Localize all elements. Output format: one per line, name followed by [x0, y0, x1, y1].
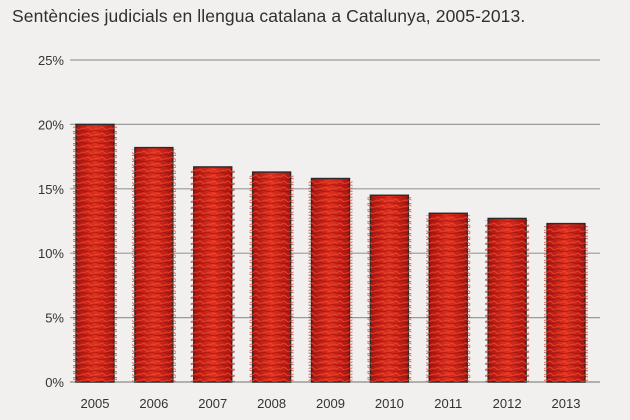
bars — [73, 123, 588, 383]
chart-title: Sentències judicials en llengua catalana… — [12, 6, 526, 26]
bar-texture — [131, 149, 176, 382]
bar-texture — [544, 225, 588, 382]
bar-texture — [73, 126, 117, 383]
y-tick-label: 20% — [38, 117, 64, 132]
bar-2010 — [367, 194, 412, 383]
x-tick-label: 2009 — [316, 396, 345, 411]
bar-2008 — [249, 171, 294, 383]
bar-2011 — [426, 212, 471, 383]
bar-2007 — [190, 166, 235, 383]
y-axis-ticks: 0% 5% 10% 15% 20% 25% — [38, 53, 64, 390]
y-tick-label: 15% — [38, 182, 64, 197]
bar-2005 — [73, 123, 117, 383]
x-tick-label: 2012 — [493, 396, 522, 411]
y-tick-label: 5% — [45, 311, 64, 326]
bar-2012 — [485, 217, 530, 383]
x-tick-label: 2010 — [375, 396, 404, 411]
y-tick-label: 25% — [38, 53, 64, 68]
bar-texture — [249, 174, 294, 382]
x-tick-label: 2006 — [139, 396, 168, 411]
bar-2013 — [544, 222, 588, 383]
bar-texture — [426, 215, 471, 382]
y-tick-label: 10% — [38, 246, 64, 261]
y-tick-label: 0% — [45, 375, 64, 390]
x-tick-label: 2011 — [434, 396, 462, 411]
bar-texture — [190, 168, 235, 382]
x-tick-label: 2007 — [198, 396, 227, 411]
bar-texture — [367, 197, 412, 382]
bar-texture — [485, 220, 530, 382]
x-tick-label: 2005 — [81, 396, 110, 411]
x-axis-ticks: 2005 2006 2007 2008 2009 2010 2011 2012 2013 — [81, 396, 581, 411]
bar-2006 — [131, 146, 176, 383]
x-tick-label: 2013 — [552, 396, 581, 411]
x-tick-label: 2008 — [257, 396, 286, 411]
bar-2009 — [308, 177, 353, 383]
bar-texture — [308, 180, 353, 382]
